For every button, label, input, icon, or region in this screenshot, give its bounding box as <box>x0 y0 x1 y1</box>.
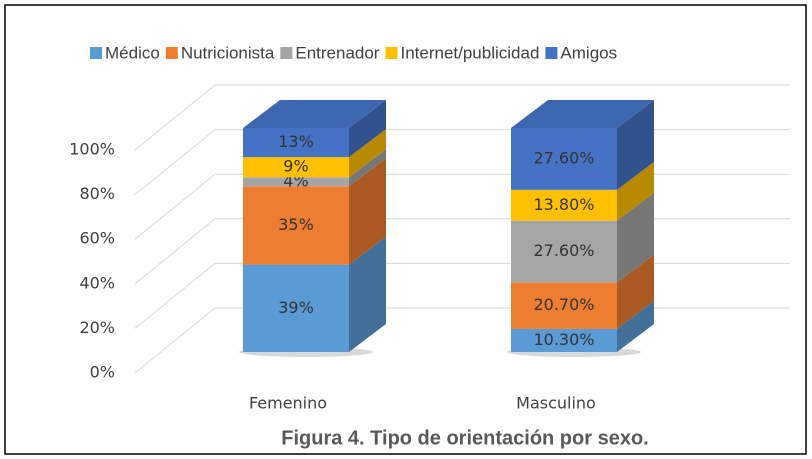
bar-side <box>617 254 654 329</box>
bar-side <box>617 300 654 352</box>
bar <box>243 128 349 158</box>
chart-title: Figura 4. Tipo de orientación por sexo. <box>281 427 648 449</box>
y-tick-label: 60% <box>79 229 115 248</box>
data-label: 10.30% <box>533 330 594 349</box>
legend-label: Entrenador <box>295 43 379 62</box>
data-label: 35% <box>278 215 314 234</box>
x-tick-label: Masculino <box>516 394 596 413</box>
y-tick-label: 100% <box>69 140 115 159</box>
bar <box>511 328 617 352</box>
data-label: 9% <box>283 157 308 176</box>
bar-side <box>349 100 386 158</box>
legend-label: Médico <box>105 43 160 62</box>
bar-top <box>511 100 654 128</box>
data-label: 27.60% <box>533 241 594 260</box>
bar <box>243 264 349 352</box>
chart-border <box>4 4 807 455</box>
bar-side <box>349 129 386 178</box>
grid-line <box>134 84 790 151</box>
legend-swatch <box>90 47 102 59</box>
bar <box>243 177 349 187</box>
data-label: 20.70% <box>533 295 594 314</box>
bar-side <box>349 149 386 187</box>
bar-side <box>349 158 386 265</box>
legend-swatch <box>165 47 178 59</box>
data-label: 27.60% <box>533 148 594 167</box>
bar-side <box>349 236 386 352</box>
data-label: 39% <box>278 298 314 317</box>
x-tick-label: Femenino <box>249 394 327 413</box>
bar <box>511 282 617 329</box>
bar <box>511 189 617 221</box>
y-tick-label: 0% <box>90 363 115 382</box>
legend-label: Nutricionista <box>181 43 275 62</box>
y-tick-label: 80% <box>79 184 115 203</box>
y-tick-label: 20% <box>79 318 115 337</box>
bar-side <box>617 100 654 190</box>
legend-swatch <box>385 47 398 59</box>
data-label: 13% <box>278 132 314 151</box>
y-tick-label: 40% <box>79 273 115 292</box>
bar-top <box>243 100 386 128</box>
legend-label: Internet/publicidad <box>400 43 539 62</box>
bar <box>243 186 349 265</box>
bar-side <box>617 161 654 221</box>
bar-side <box>617 192 654 283</box>
legend-swatch <box>280 47 293 59</box>
bar <box>511 220 617 283</box>
bar <box>511 128 617 190</box>
legend-label: Amigos <box>560 43 617 62</box>
legend-swatch <box>545 47 558 59</box>
data-label: 13.80% <box>533 195 594 214</box>
bar <box>243 157 349 178</box>
